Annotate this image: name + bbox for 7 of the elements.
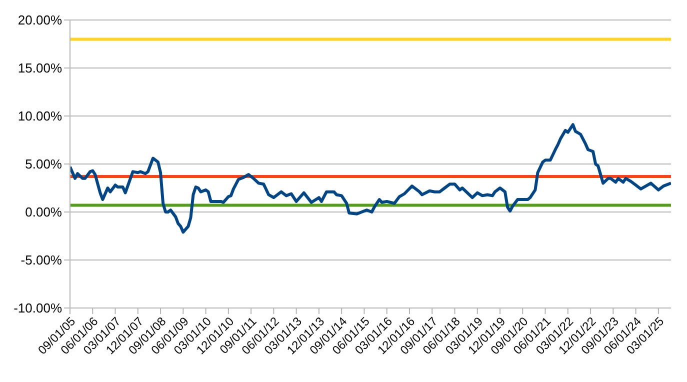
y-tick-label: 5.00% xyxy=(25,156,62,172)
y-tick-label: 10.00% xyxy=(18,108,62,124)
y-tick-label: -10.00% xyxy=(14,300,62,316)
y-tick-label: 20.00% xyxy=(18,12,62,28)
y-tick-label: 15.00% xyxy=(18,60,62,76)
y-tick-label: 0.00% xyxy=(25,204,62,220)
y-tick-label: -5.00% xyxy=(20,252,62,268)
